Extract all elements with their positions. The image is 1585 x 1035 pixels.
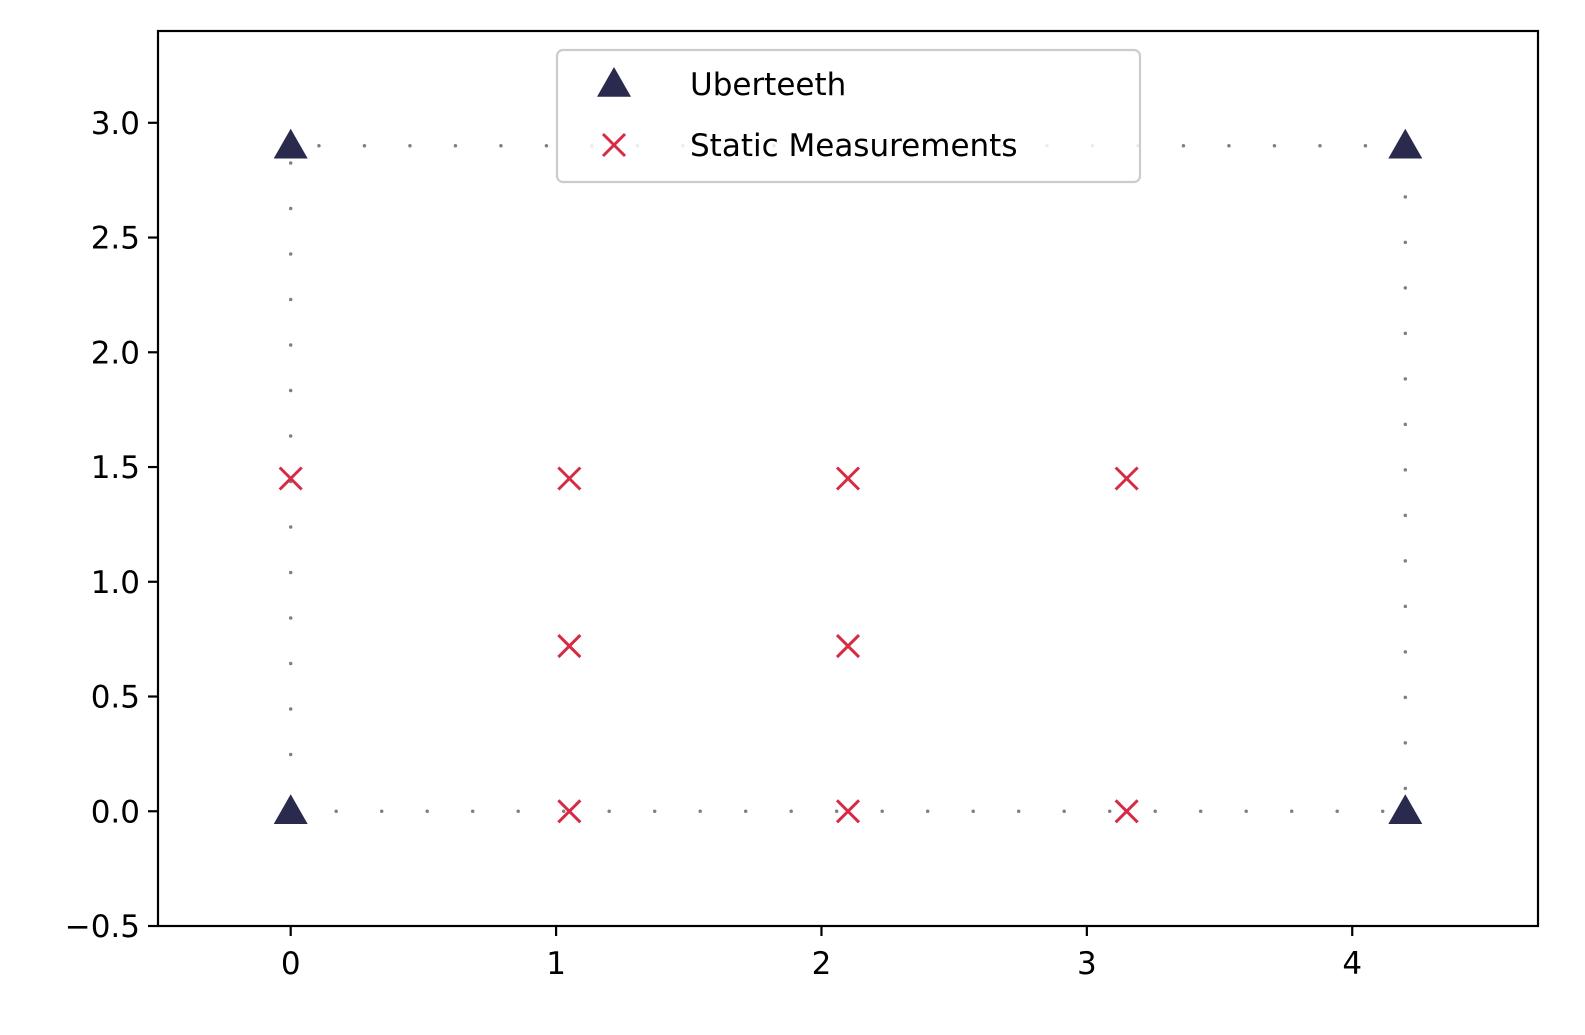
x-tick-label: 2 bbox=[812, 946, 832, 982]
y-tick-label: 0.0 bbox=[91, 794, 140, 830]
legend-uberteeth-icon bbox=[597, 67, 631, 97]
legend-box bbox=[555, 48, 1142, 184]
y-tick-label: 2.0 bbox=[91, 335, 140, 371]
y-tick-label: 2.5 bbox=[91, 221, 140, 257]
y-tick-label: 1.5 bbox=[91, 450, 140, 486]
x-tick-label: 1 bbox=[546, 946, 566, 982]
uberteeth-point bbox=[273, 794, 308, 825]
axes-layer: 0 1 2 3 4 −0.5 0.0 0.5 1.0 1.5 2.0 2.5 3.0 bbox=[65, 29, 1540, 982]
x-tick-label: 0 bbox=[281, 946, 301, 982]
static-measurement-point bbox=[278, 466, 303, 491]
y-tick-label: 0.5 bbox=[91, 680, 140, 716]
x-tick-label: 3 bbox=[1077, 946, 1097, 982]
uberteeth-point bbox=[1388, 128, 1423, 159]
static-measurement-point bbox=[835, 633, 861, 659]
y-tick-label: 3.0 bbox=[91, 106, 140, 142]
static-measurement-point bbox=[557, 633, 582, 659]
static-measurement-point bbox=[1114, 466, 1139, 491]
uberteeth-point bbox=[273, 128, 308, 159]
static-measurement-point bbox=[557, 799, 582, 824]
x-tick-label: 4 bbox=[1342, 946, 1362, 982]
legend-label: Uberteeth bbox=[690, 67, 846, 103]
static-measurement-point bbox=[835, 466, 861, 491]
marks-layer bbox=[273, 128, 1423, 825]
uberteeth-point bbox=[1388, 794, 1423, 825]
y-tick-label: −0.5 bbox=[65, 909, 140, 945]
static-measurement-point bbox=[1114, 799, 1139, 824]
legend-static-measurements-icon bbox=[601, 132, 627, 158]
plot-frame bbox=[156, 29, 1540, 928]
static-measurement-point bbox=[557, 466, 582, 491]
legend-label: Static Measurements bbox=[690, 128, 1017, 164]
legend: Uberteeth Static Measurements bbox=[555, 48, 1142, 184]
static-measurement-point bbox=[835, 799, 861, 824]
y-tick-label: 1.0 bbox=[91, 565, 140, 601]
